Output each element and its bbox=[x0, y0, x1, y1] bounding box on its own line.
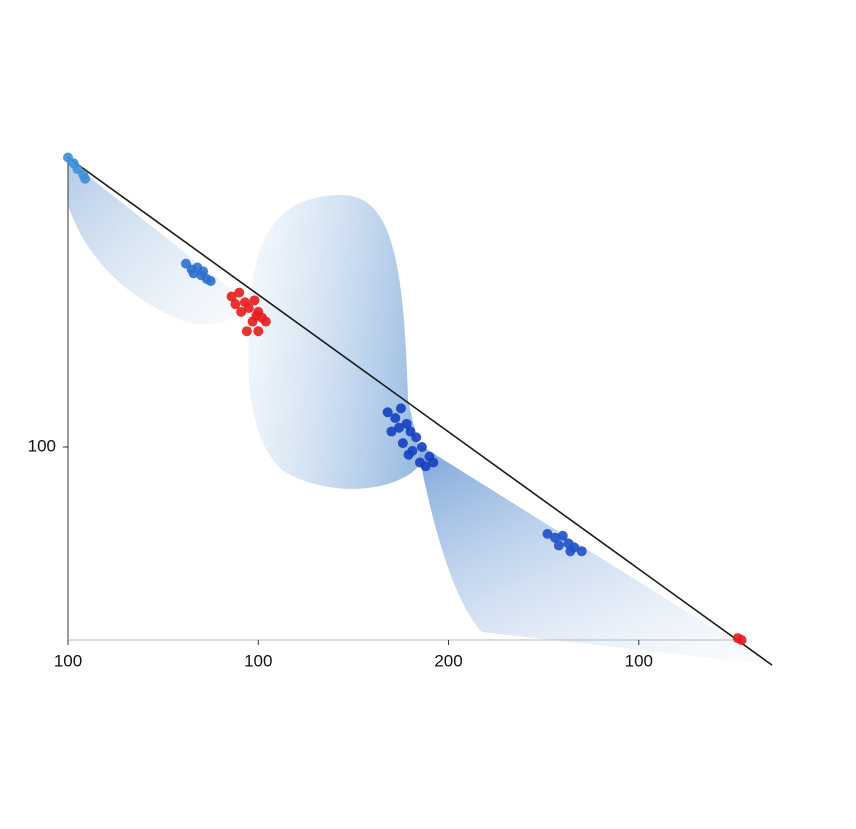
point bbox=[403, 449, 414, 460]
point bbox=[234, 287, 245, 298]
trend-line bbox=[67, 156, 773, 666]
point bbox=[230, 299, 241, 310]
point bbox=[576, 546, 587, 557]
point bbox=[80, 173, 91, 184]
point bbox=[260, 316, 271, 327]
point bbox=[557, 530, 568, 541]
point bbox=[390, 413, 401, 424]
point bbox=[542, 528, 553, 539]
point bbox=[205, 276, 216, 287]
x-tick-label: 100 bbox=[244, 651, 272, 670]
point bbox=[428, 457, 439, 468]
shaded-areas bbox=[68, 160, 772, 665]
point bbox=[251, 310, 262, 321]
point bbox=[420, 461, 431, 472]
point bbox=[553, 540, 564, 551]
point bbox=[226, 291, 237, 302]
point bbox=[243, 303, 254, 314]
point bbox=[736, 635, 747, 645]
x-tick-label: 200 bbox=[434, 651, 462, 670]
point bbox=[411, 432, 422, 443]
point bbox=[394, 422, 405, 433]
band bbox=[420, 445, 772, 665]
point bbox=[382, 407, 393, 418]
point bbox=[386, 426, 397, 437]
point bbox=[416, 442, 427, 452]
y-tick-label: 100 bbox=[28, 436, 56, 455]
band bbox=[68, 160, 245, 325]
point bbox=[241, 326, 252, 337]
point bbox=[401, 418, 412, 429]
point bbox=[198, 266, 209, 277]
point bbox=[550, 532, 561, 543]
point bbox=[565, 546, 576, 557]
point bbox=[253, 326, 264, 337]
point bbox=[397, 438, 408, 449]
point bbox=[236, 306, 247, 317]
x-tick-label: 100 bbox=[625, 651, 653, 670]
point bbox=[249, 295, 260, 306]
point bbox=[188, 268, 199, 279]
x-tick-label: 100 bbox=[54, 651, 82, 670]
band bbox=[248, 195, 422, 489]
point bbox=[395, 403, 406, 414]
